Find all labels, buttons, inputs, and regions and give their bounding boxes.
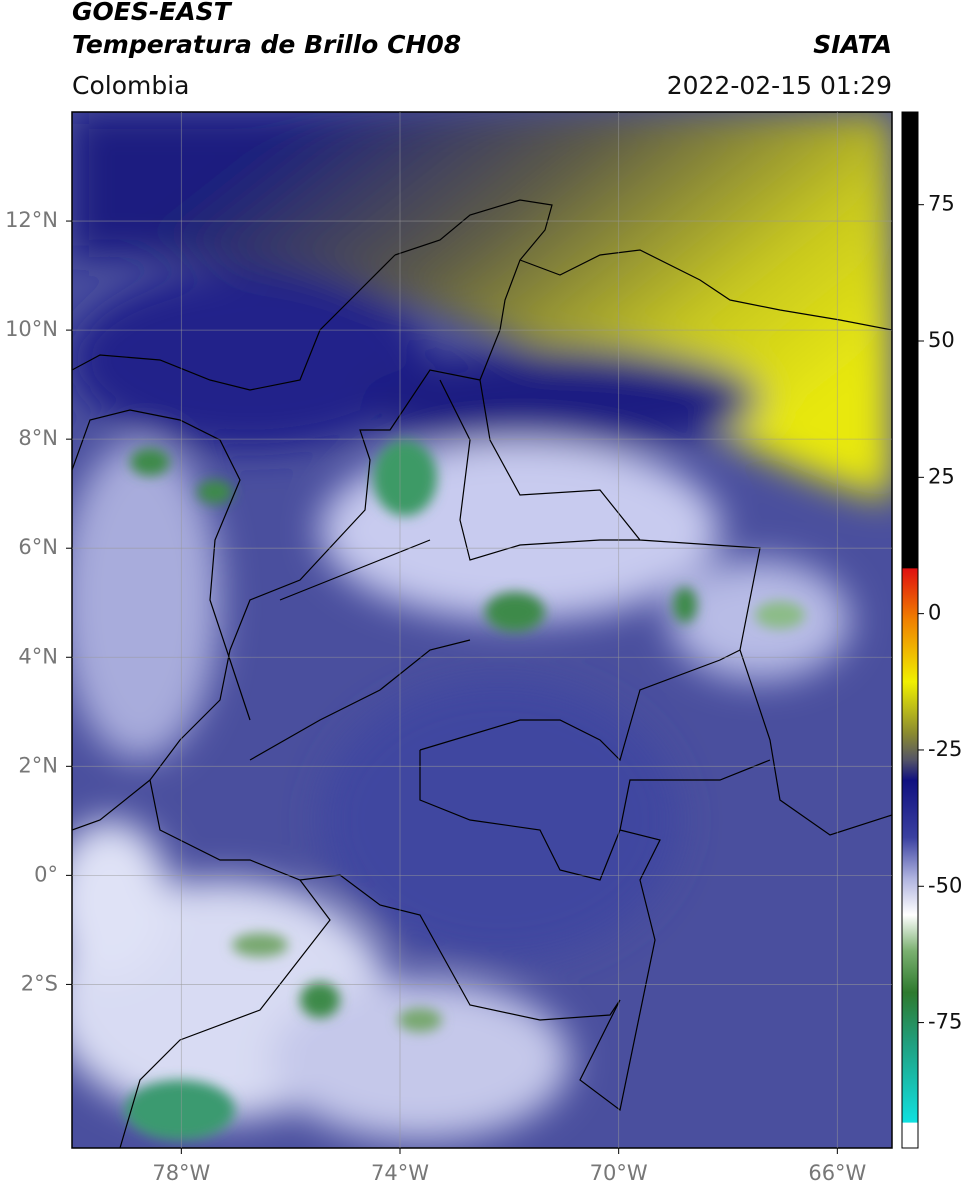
colorbar-tick-label: 0 [928,601,941,625]
y-tick-label: 2°S [21,971,58,995]
datetime: 2022-02-15 01:29 [667,71,892,100]
y-tick-label: 10°N [5,317,58,341]
x-tick-label: 74°W [371,1161,429,1185]
region: Colombia [72,71,189,100]
subtitle: Temperatura de Brillo CH08 [72,30,461,59]
x-tick-label: 66°W [808,1161,866,1185]
colorbar-tick-label: -75 [928,1010,962,1034]
y-tick-label: 4°N [18,644,58,668]
borders [72,199,892,1148]
colorbar-tick-label: 25 [928,464,955,488]
colorbar-tick-label: -50 [928,873,962,897]
y-tick-label: 8°N [18,426,58,450]
colorbar-tick-label: -25 [928,737,962,761]
title: GOES-EAST [72,0,233,26]
source: SIATA [813,30,892,59]
colorbar [901,111,919,1149]
satellite-image [72,112,892,1148]
x-tick-label: 78°W [152,1161,210,1185]
y-tick-label: 6°N [18,535,58,559]
map-frame [71,111,893,1149]
colorbar-tick-label: 75 [928,192,955,216]
y-tick-label: 2°N [18,753,58,777]
y-tick-label: 12°N [5,208,58,232]
y-tick-label: 0° [34,862,58,886]
colorbar-tick-label: 50 [928,328,955,352]
x-tick-label: 70°W [590,1161,648,1185]
